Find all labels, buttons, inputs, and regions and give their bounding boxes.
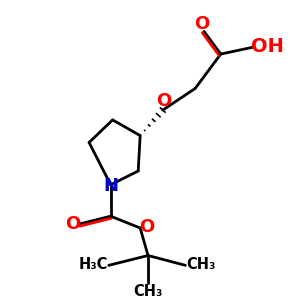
Text: CH₃: CH₃	[186, 257, 216, 272]
Text: O: O	[194, 15, 210, 33]
Text: H₃C: H₃C	[78, 257, 108, 272]
Text: OH: OH	[250, 37, 284, 56]
Text: O: O	[65, 215, 80, 233]
Text: N: N	[103, 177, 118, 195]
Text: CH₃: CH₃	[133, 284, 163, 299]
Text: O: O	[156, 92, 171, 110]
Text: O: O	[140, 218, 155, 236]
